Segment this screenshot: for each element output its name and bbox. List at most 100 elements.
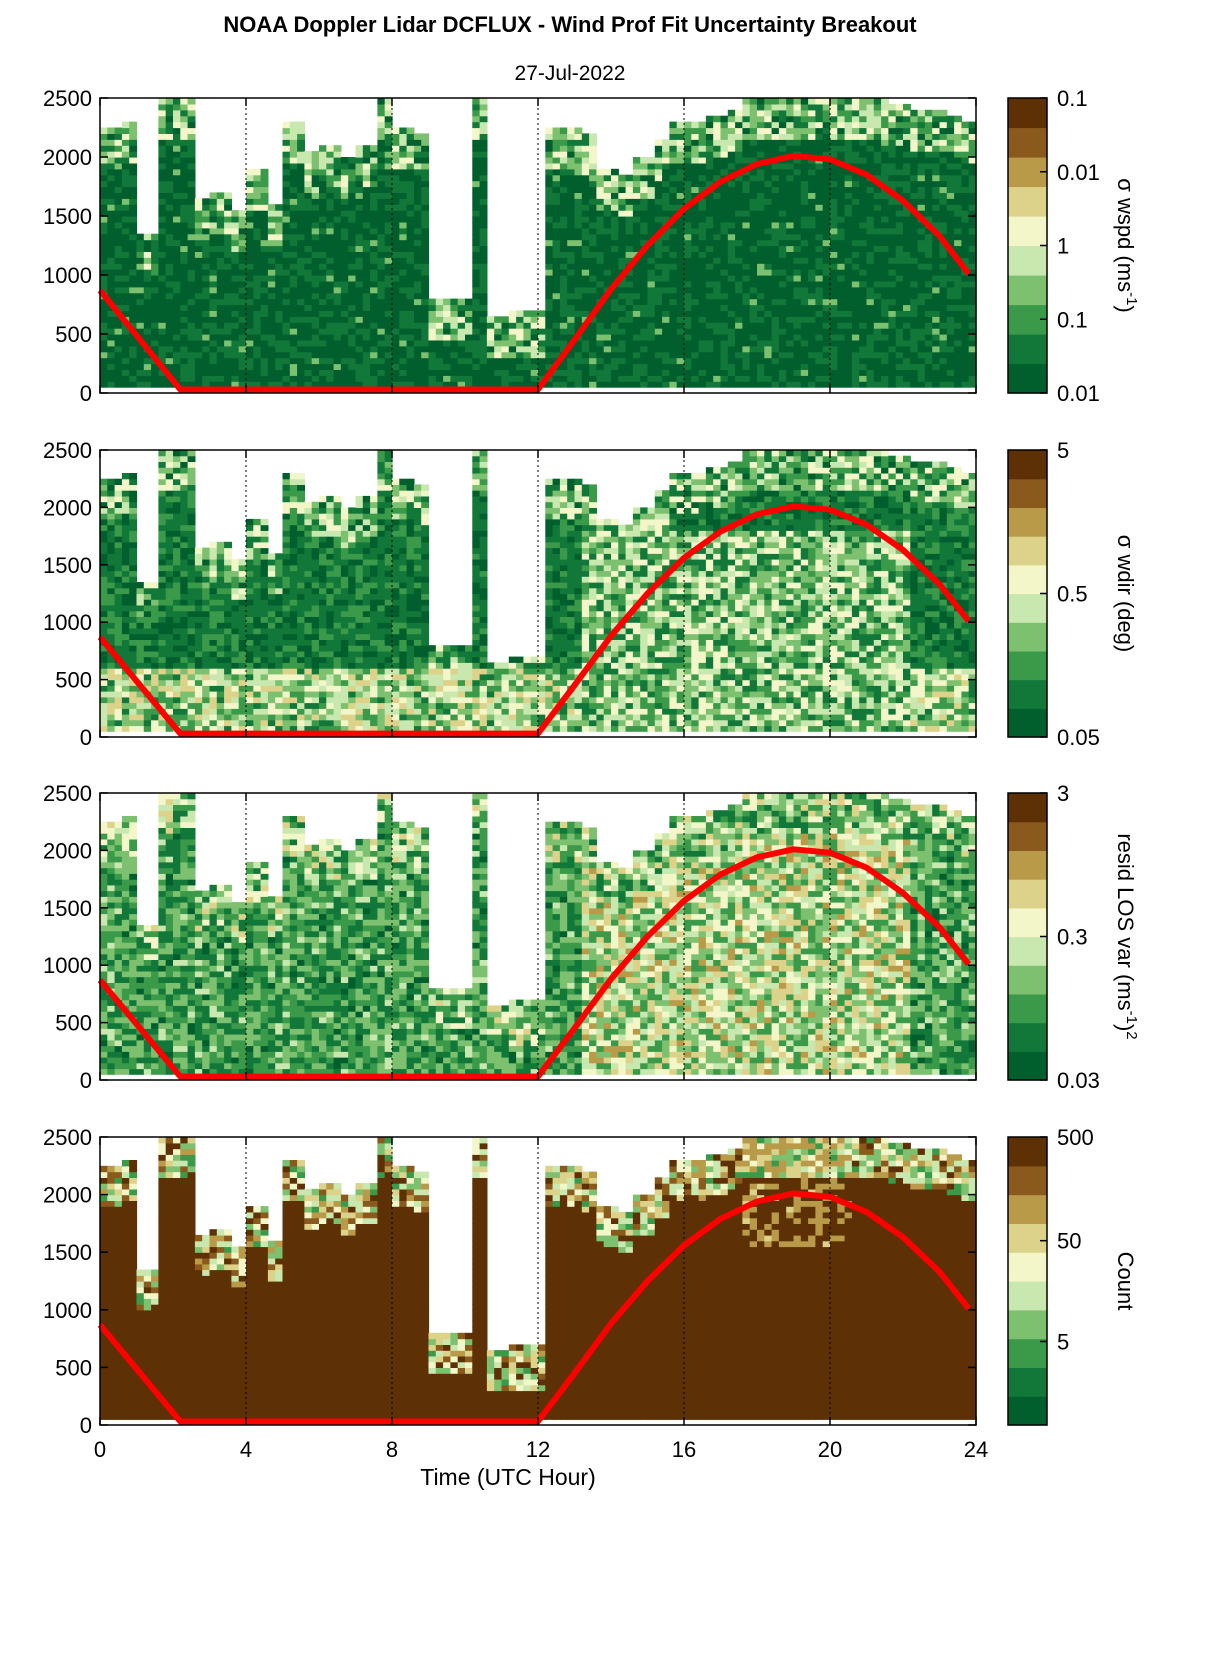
heatmap-cell (749, 286, 758, 294)
heatmap-cell (961, 369, 970, 376)
heatmap-cell (808, 204, 816, 211)
heatmap-cell (793, 121, 802, 129)
heatmap-cell (508, 375, 517, 382)
heatmap-cell (187, 227, 196, 235)
heatmap-cell (771, 363, 780, 370)
heatmap-cell (851, 351, 860, 359)
heatmap-cell (552, 310, 561, 317)
heatmap-cell (107, 541, 116, 549)
heatmap-cell (100, 334, 108, 341)
heatmap-cell (625, 269, 634, 276)
heatmap-cell (822, 121, 831, 129)
heatmap-cell (311, 151, 320, 158)
heatmap-cell (136, 233, 145, 241)
heatmap-cell (866, 103, 875, 111)
heatmap-cell (114, 351, 123, 359)
heatmap-cell (121, 227, 130, 235)
heatmap-cell (421, 162, 430, 170)
heatmap-cell (267, 381, 276, 388)
heatmap-cell (100, 151, 108, 158)
heatmap-cell (479, 351, 488, 359)
heatmap-cell (421, 369, 430, 376)
heatmap-cell (326, 151, 335, 158)
heatmap-cell (735, 174, 743, 182)
heatmap-cell (903, 139, 911, 146)
heatmap-cell (355, 257, 364, 264)
heatmap-cell (786, 351, 795, 359)
heatmap-cell (698, 245, 707, 252)
heatmap-cell (100, 328, 108, 335)
heatmap-cell (121, 357, 130, 365)
heatmap-cell (340, 263, 349, 270)
heatmap-cell (282, 298, 291, 306)
heatmap-cell (698, 280, 707, 288)
heatmap-cell (238, 251, 247, 258)
heatmap-cell (830, 334, 838, 341)
heatmap-cell (881, 251, 889, 258)
heatmap-cell (837, 157, 846, 164)
heatmap-cell (165, 227, 174, 235)
heatmap-cell (720, 351, 729, 359)
heatmap-cell (282, 133, 291, 140)
heatmap-cell (326, 257, 335, 264)
heatmap-cell (559, 233, 568, 241)
heatmap-cell (632, 310, 641, 317)
heatmap-cell (216, 369, 225, 376)
heatmap-cell (932, 239, 941, 247)
heatmap-cell (289, 345, 298, 353)
heatmap-cell (793, 192, 802, 199)
heatmap-cell (399, 381, 408, 388)
heatmap-cell (888, 139, 897, 146)
colorbar-step (1008, 117, 1047, 124)
heatmap-cell (392, 233, 400, 241)
heatmap-cell (640, 251, 649, 258)
heatmap-cell (319, 304, 327, 311)
heatmap-cell (173, 210, 181, 217)
heatmap-cell (727, 280, 736, 288)
heatmap-cell (260, 263, 269, 270)
heatmap-cell (399, 269, 408, 276)
heatmap-cell (881, 286, 889, 294)
heatmap-cell (165, 328, 174, 335)
heatmap-cell (377, 157, 386, 164)
heatmap-cell (260, 381, 269, 388)
heatmap-cell (567, 174, 576, 182)
heatmap-cell (837, 334, 846, 341)
heatmap-cell (596, 375, 605, 382)
heatmap-cell (260, 298, 269, 306)
heatmap-cell (742, 115, 751, 123)
heatmap-cell (625, 304, 634, 311)
heatmap-cell (939, 339, 948, 347)
heatmap-cell (479, 381, 488, 388)
heatmap-cell (180, 257, 189, 264)
heatmap-cell (705, 239, 714, 247)
heatmap-cell (421, 245, 430, 252)
heatmap-cell (421, 375, 430, 382)
heatmap-cell (749, 269, 758, 276)
heatmap-cell (114, 174, 123, 182)
heatmap-cell (231, 233, 240, 241)
heatmap-cell (472, 298, 481, 306)
heatmap-cell (939, 298, 948, 306)
heatmap-cell (202, 280, 211, 288)
heatmap-cell (654, 145, 663, 152)
colorbar: 0.010.110.010.1σ wspd (ms-1) (1007, 86, 1140, 406)
heatmap-cell (910, 286, 919, 294)
heatmap-cell (866, 375, 875, 382)
heatmap-cell (968, 245, 977, 252)
heatmap-cell (100, 280, 108, 288)
heatmap-cell (216, 251, 225, 258)
heatmap-cell (581, 369, 590, 376)
heatmap-cell (946, 328, 955, 335)
heatmap-cell (333, 322, 342, 329)
heatmap-cell (800, 216, 809, 223)
heatmap-cell (413, 233, 422, 241)
heatmap-cell (107, 151, 116, 158)
heatmap-cell (888, 245, 897, 252)
heatmap-cell (705, 298, 714, 306)
heatmap-cell (392, 339, 400, 347)
heatmap-cell (392, 381, 400, 388)
heatmap-cell (866, 245, 875, 252)
heatmap-cell (552, 245, 561, 252)
heatmap-cell (830, 204, 838, 211)
